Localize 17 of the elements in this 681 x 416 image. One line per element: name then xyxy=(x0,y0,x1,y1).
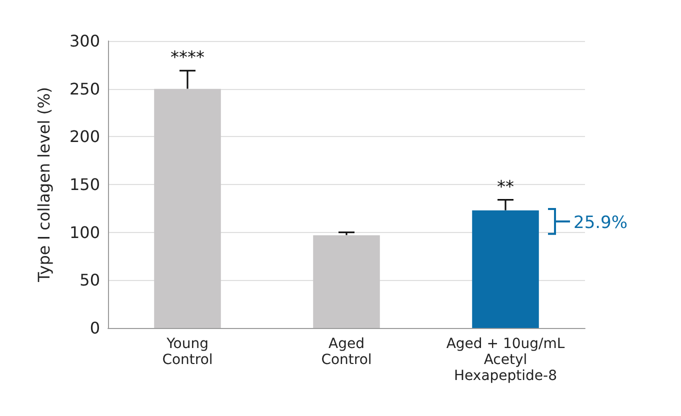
bar xyxy=(154,88,221,328)
y-tick-label: 300 xyxy=(69,32,100,50)
bar xyxy=(313,235,380,328)
annotation: 25.9% xyxy=(574,212,628,233)
y-tick-label: 250 xyxy=(69,79,100,98)
y-tick-label: 50 xyxy=(80,270,100,290)
x-tick-label: Aged + 10ug/mL Acetyl Hexapeptide-8 xyxy=(446,336,565,384)
y-tick-label: 0 xyxy=(90,318,100,338)
x-tick-label: Young Control xyxy=(162,336,213,368)
annotation: ** xyxy=(497,177,514,198)
y-axis-title: Type I collagen level (%) xyxy=(34,87,54,283)
bar xyxy=(472,210,539,328)
x-tick-label: Aged Control xyxy=(321,336,372,368)
annotation: **** xyxy=(170,48,204,68)
y-tick-label: 200 xyxy=(69,127,100,146)
y-tick-label: 150 xyxy=(69,175,100,194)
y-tick-label: 100 xyxy=(69,222,100,242)
